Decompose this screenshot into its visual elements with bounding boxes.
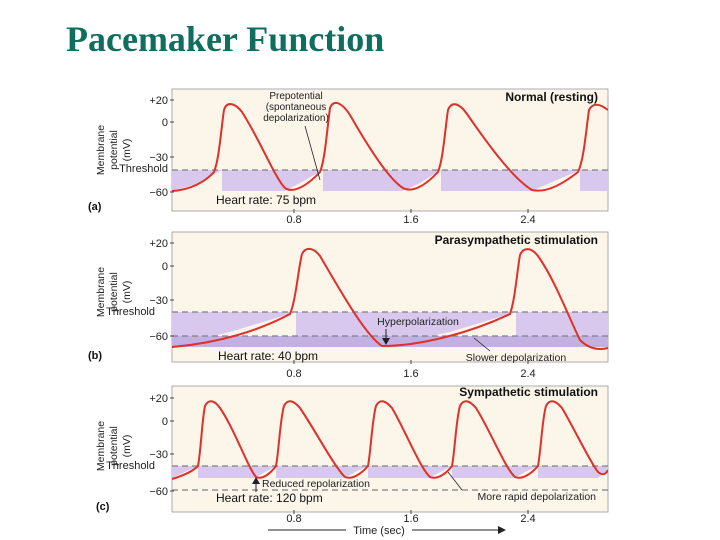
- panel-b-xtick-1-6: 1.6: [403, 368, 418, 380]
- panel-b-letter: (b): [88, 350, 102, 362]
- panel-c-ytick-0: 0: [162, 416, 168, 428]
- panel-a-ylabel: Membrane potential (mV): [95, 125, 133, 175]
- panel-c-reduced-repol-arrowhead: [252, 477, 260, 484]
- panel-a-xtick-0-8: 0.8: [286, 214, 301, 226]
- panel-c-rapid-depol-pointer: [447, 471, 463, 491]
- time-axis-arrowhead: [498, 526, 506, 534]
- panel-a-annotation-line1: Prepotential: [269, 91, 322, 102]
- panel-b-ylabel: Membrane potential (mV): [95, 267, 133, 317]
- panel-a-ytick-plus20: +20: [149, 95, 168, 107]
- panel-b: +20 0 −30 −60 Threshold Membrane potenti…: [88, 231, 609, 380]
- panel-c-annotation-reduced-repolarization: Reduced repolarization: [262, 478, 370, 490]
- panel-a-potential-trace: [172, 101, 608, 192]
- panel-c-ytick-plus20: +20: [149, 393, 168, 405]
- panel-b-heart-rate: Heart rate: 40 bpm: [218, 349, 318, 363]
- panel-b-ytick-minus30: −30: [149, 295, 168, 307]
- panel-a-ytick-minus60: −60: [149, 187, 168, 199]
- panel-b-potential-trace: [172, 248, 608, 350]
- page-title: Pacemaker Function: [66, 19, 385, 59]
- panel-b-annotation-hyperpolarization: Hyperpolarization: [377, 316, 459, 328]
- panel-a-xtick-1-6: 1.6: [403, 214, 418, 226]
- panel-a-threshold-label: Threshold: [119, 163, 168, 175]
- panel-b-threshold-label: Threshold: [106, 306, 155, 318]
- panel-a-heart-rate: Heart rate: 75 bpm: [216, 193, 316, 207]
- panel-b-ytick-0: 0: [162, 261, 168, 273]
- panel-a: +20 0 −30 −60 Threshold Membrane potenti…: [88, 88, 609, 226]
- panel-c-xtick-1-6: 1.6: [403, 513, 418, 525]
- panel-c-ylabel-line3: (mV): [121, 435, 133, 458]
- panel-b-ylabel-line2: potential: [108, 272, 120, 312]
- panel-a-letter: (a): [88, 201, 102, 213]
- panel-b-ytick-plus20: +20: [149, 238, 168, 250]
- panel-a-ylabel-line2: potential: [108, 130, 120, 170]
- time-axis-label: Time (sec): [353, 525, 405, 537]
- panel-b-prepotential-shading: [172, 312, 608, 347]
- panel-c-xtick-0-8: 0.8: [286, 513, 301, 525]
- panel-a-annotation-pointer: [304, 125, 321, 181]
- panel-b-annotation-slower-depolarization: Slower depolarization: [466, 352, 567, 364]
- panel-b-title: Parasympathetic stimulation: [435, 233, 598, 247]
- panel-b-xtick-0-8: 0.8: [286, 368, 301, 380]
- panel-a-ylabel-line3: (mV): [121, 139, 133, 162]
- panel-a-ytick-minus30: −30: [149, 152, 168, 164]
- panel-a-xtick-2-4: 2.4: [520, 214, 535, 226]
- panel-c-ylabel-line2: potential: [108, 426, 120, 466]
- panel-c-ylabel-line1: Membrane: [95, 421, 107, 471]
- panel-c-threshold-label: Threshold: [106, 460, 155, 472]
- panel-b-hyperpolarization-arrowhead: [382, 338, 390, 345]
- panel-a-ylabel-line1: Membrane: [95, 125, 107, 175]
- panel-c-potential-trace: [172, 400, 608, 480]
- panel-b-xtick-2-4: 2.4: [520, 368, 535, 380]
- panel-c-annotation-rapid-depolarization: More rapid depolarization: [478, 491, 597, 503]
- panel-a-annotation-line2: (spontaneous: [266, 102, 327, 113]
- panel-a-prepotential-shading: [172, 170, 608, 191]
- panel-a-annotation-line3: depolarization): [263, 113, 329, 124]
- panel-c-ylabel: Membrane potential (mV): [95, 421, 133, 471]
- panel-c-letter: (c): [96, 501, 110, 513]
- panel-a-ytick-0: 0: [162, 117, 168, 129]
- panel-c-ytick-minus60: −60: [149, 486, 168, 498]
- panel-b-hyperpolarization-band: [172, 336, 608, 347]
- panel-c-heart-rate: Heart rate: 120 bpm: [216, 491, 323, 505]
- panel-b-slower-depol-pointer: [473, 337, 491, 352]
- panel-a-title: Normal (resting): [505, 90, 598, 104]
- panel-c-prepotential-shading: [172, 466, 608, 478]
- panel-b-ylabel-line1: Membrane: [95, 267, 107, 317]
- panel-c: +20 0 −30 −60 Threshold Membrane potenti…: [95, 385, 609, 537]
- panel-c-xtick-2-4: 2.4: [520, 513, 535, 525]
- panel-b-ylabel-line3: (mV): [121, 281, 133, 304]
- panel-c-title: Sympathetic stimulation: [459, 385, 598, 399]
- panel-c-ytick-minus30: −30: [149, 449, 168, 461]
- panel-b-ytick-minus60: −60: [149, 331, 168, 343]
